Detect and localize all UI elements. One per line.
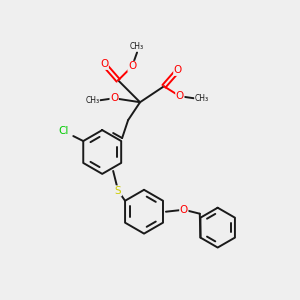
Text: CH₃: CH₃ (130, 42, 144, 51)
Text: S: S (115, 186, 122, 196)
Text: O: O (100, 59, 108, 69)
Text: CH₃: CH₃ (195, 94, 209, 103)
Text: O: O (174, 65, 182, 75)
Text: Cl: Cl (58, 126, 68, 136)
Text: O: O (110, 93, 118, 103)
Text: CH₃: CH₃ (85, 96, 99, 105)
Text: O: O (128, 61, 136, 71)
Text: O: O (176, 91, 184, 101)
Text: O: O (180, 205, 188, 215)
